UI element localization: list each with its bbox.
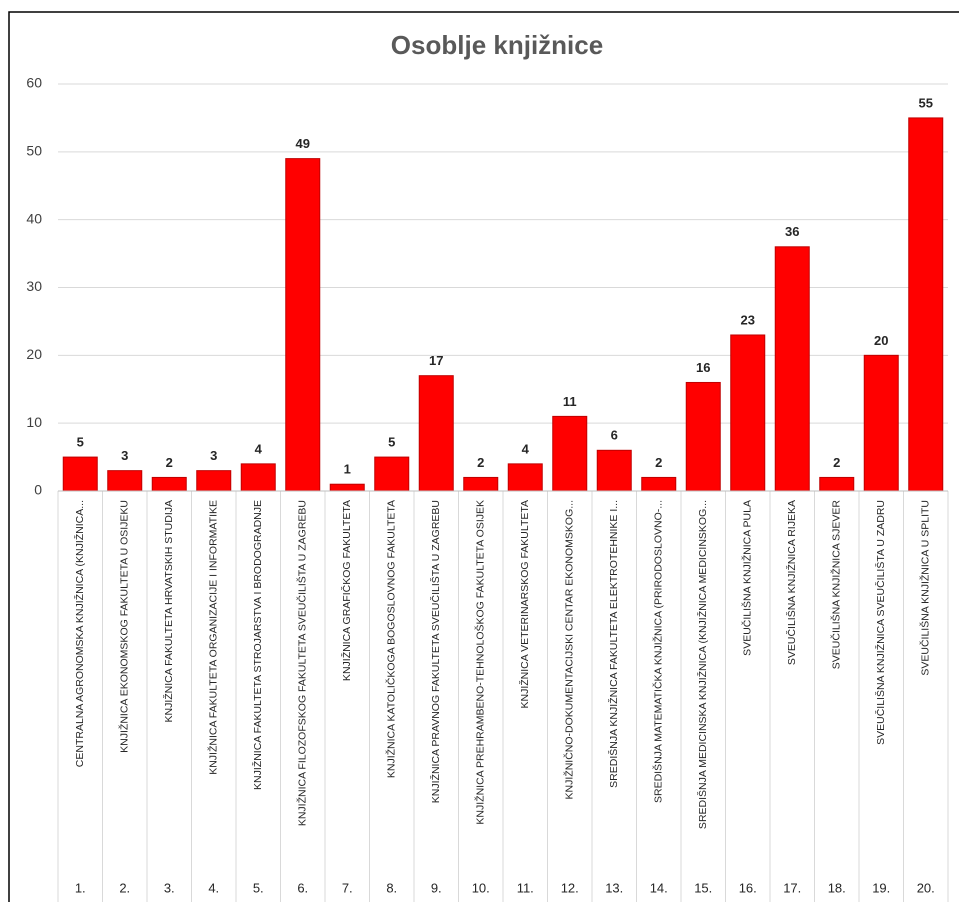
data-label: 4 — [522, 441, 530, 456]
bar — [641, 476, 677, 492]
data-label: 11 — [563, 394, 577, 409]
category-number: 7. — [342, 880, 353, 895]
category-label: SVEUČILIŠNA KNJIŽNICA SJEVER — [830, 500, 843, 670]
y-tick-label: 20 — [26, 346, 42, 362]
bar — [240, 463, 276, 492]
data-label: 55 — [919, 95, 933, 110]
bar — [418, 375, 454, 492]
bar — [730, 334, 766, 492]
chart-title: Osoblje knjižnice — [391, 30, 603, 60]
category-number: 15. — [694, 880, 712, 895]
category-number: 14. — [650, 880, 668, 895]
data-label: 3 — [121, 448, 128, 463]
bar — [463, 476, 499, 492]
category-label: SREDIŠNJA MATEMATIČKA KNJIŽNICA (PRIRODO… — [652, 500, 665, 803]
category-number: 8. — [386, 880, 397, 895]
data-label: 5 — [77, 435, 84, 450]
category-number: 5. — [253, 880, 264, 895]
bar — [285, 158, 321, 492]
category-number: 11. — [517, 880, 534, 895]
category-label: SVEUČILIŠNA KNJIŽNICA PULA — [741, 500, 754, 656]
category-number: 10. — [472, 880, 490, 895]
category-label: KNJIŽNICA FAKULTETA STROJARSTVA I BRODOG… — [251, 500, 264, 790]
data-label: 3 — [210, 448, 217, 463]
bar — [507, 463, 543, 492]
category-label: SVEUČILIŠNA KNJIŽNICA U SPLITU — [919, 500, 932, 676]
data-label: 1 — [344, 462, 351, 477]
category-number: 1. — [75, 880, 86, 895]
bar — [863, 354, 899, 492]
category-number: 18. — [828, 880, 846, 895]
y-tick-label: 40 — [26, 210, 42, 226]
category-label: KNJIŽNIČNO-DOKUMENTACIJSKI CENTAR EKONOM… — [563, 500, 576, 799]
category-number: 16. — [739, 880, 757, 895]
category-label: KNJIŽNICA EKONOMSKOG FAKULTETA U OSIJEKU — [118, 500, 131, 753]
category-label: CENTRALNA AGRONOMSKA KNJIŽNICA (KNJIŽNIC… — [73, 500, 86, 767]
data-label: 36 — [785, 224, 799, 239]
category-label: KNJIŽNICA FAKULTETA HRVATSKIH STUDIJA — [162, 500, 175, 722]
y-tick-label: 60 — [26, 75, 42, 91]
category-number: 13. — [605, 880, 623, 895]
bar — [908, 117, 944, 492]
data-label: 2 — [166, 455, 173, 470]
category-number: 6. — [297, 880, 308, 895]
data-label: 6 — [611, 428, 618, 443]
category-label: KNJIŽNICA PRAVNOG FAKULTETA SVEUČILIŠTA … — [429, 500, 442, 803]
category-label: SVEUČILIŠNA KNJIŽNICA RIJEKA — [785, 500, 798, 665]
category-number: 17. — [783, 880, 801, 895]
category-number: 2. — [119, 880, 130, 895]
category-number: 19. — [872, 880, 890, 895]
category-number: 12. — [561, 880, 579, 895]
category-label: KNJIŽNICA KATOLIČKOGA BOGOSLOVNOG FAKULT… — [385, 500, 398, 778]
data-label: 2 — [655, 455, 662, 470]
category-label: SREDIŠNJA KNJIŽNICA FAKULTETA ELEKTROTEH… — [607, 500, 620, 788]
bar — [151, 476, 187, 492]
data-label: 16 — [696, 360, 710, 375]
y-tick-label: 50 — [26, 143, 42, 159]
data-label: 20 — [874, 333, 888, 348]
bar — [819, 476, 855, 492]
bar — [552, 415, 588, 492]
category-number: 20. — [917, 880, 935, 895]
bar — [196, 470, 232, 492]
data-label: 49 — [296, 136, 310, 151]
category-label: KNJIŽNICA PREHRAMBENO-TEHNOLOŠKOG FAKULT… — [474, 500, 487, 825]
category-number: 9. — [431, 880, 442, 895]
data-label: 5 — [388, 435, 395, 450]
data-label: 17 — [429, 353, 443, 368]
bar — [62, 456, 98, 492]
y-tick-label: 10 — [26, 414, 42, 430]
bar — [107, 470, 143, 492]
category-label: SREDIŠNJA MEDICINSKA KNJIŽNICA (KNJIŽNIC… — [696, 500, 709, 829]
bar — [596, 449, 632, 492]
category-label: KNJIŽNICA GRAFIČKOG FAKULTETA — [340, 500, 353, 681]
category-number: 3. — [164, 880, 175, 895]
category-label: SVEUČILIŠNA KNJIŽNICA SVEUČILIŠTA U ZADR… — [874, 500, 887, 745]
data-label: 4 — [255, 441, 263, 456]
y-tick-label: 0 — [34, 482, 42, 498]
category-number: 4. — [208, 880, 219, 895]
bar — [774, 246, 810, 492]
bar — [374, 456, 410, 492]
data-label: 2 — [833, 455, 840, 470]
data-label: 23 — [741, 312, 755, 327]
data-label: 2 — [477, 455, 484, 470]
bar — [685, 381, 721, 492]
category-label: KNJIŽNICA VETERINARSKOG FAKULTETA — [518, 500, 531, 708]
bar — [329, 483, 365, 492]
category-label: KNJIŽNICA FILOZOFSKOG FAKULTETA SVEUČILI… — [296, 500, 309, 826]
y-tick-label: 30 — [26, 278, 42, 294]
category-label: KNJIŽNICA FAKULTETA ORGANIZACIJE I INFOR… — [207, 500, 220, 775]
